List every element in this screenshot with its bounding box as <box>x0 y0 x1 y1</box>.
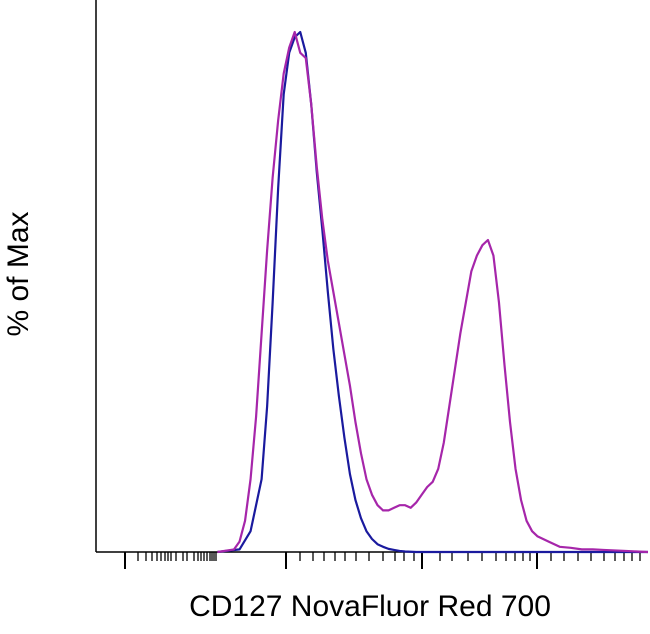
plot-frame <box>95 0 648 553</box>
histogram-series-line-1 <box>217 30 648 554</box>
x-axis-ticks <box>124 552 641 569</box>
series-layer <box>217 30 649 554</box>
x-axis-title: CD127 NovaFluor Red 700 <box>189 590 551 623</box>
y-axis-title: % of Max <box>2 211 35 336</box>
histogram-series-line-2 <box>217 30 649 554</box>
